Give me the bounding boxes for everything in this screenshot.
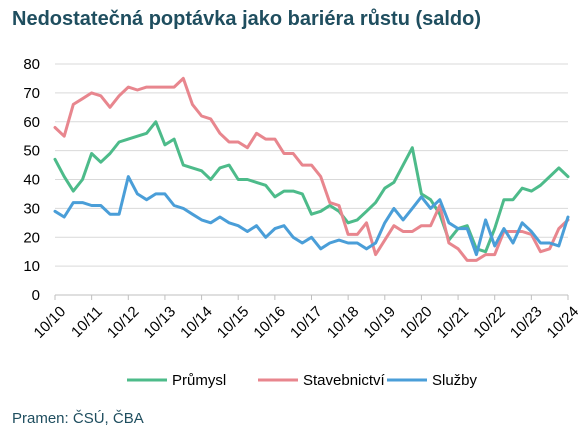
series-lines [53,76,570,262]
series-line-průmysl [53,120,570,254]
y-axis-ticks: 0 10 20 30 40 50 60 70 80 [23,56,40,304]
y-tick-label: 20 [23,229,40,246]
x-tick-label: 10/15 [214,303,253,342]
y-tick-label: 80 [23,56,40,73]
x-tick-label: 10/14 [177,303,216,342]
series-line-stavebnictví [53,76,570,262]
x-tick-label: 10/22 [470,303,509,342]
y-tick-label: 70 [23,85,40,102]
y-tick-label: 40 [23,172,40,189]
x-tick-label: 10/19 [360,303,399,342]
x-tick-label: 10/23 [507,303,546,342]
y-tick-label: 50 [23,143,40,160]
y-tick-label: 60 [23,114,40,131]
legend-label: Stavebnictví [303,372,386,389]
source-note: Pramen: ČSÚ, ČBA [12,410,144,427]
legend: Průmysl Stavebnictví Služby [127,372,478,389]
x-axis-ticks: 10/1010/1110/1210/1310/1410/1510/1610/17… [31,295,579,342]
series-line-služby [53,175,570,257]
x-tick-label: 10/11 [68,303,106,341]
x-tick-label: 10/20 [397,303,436,342]
x-tick-label: 10/12 [104,303,143,342]
x-tick-label: 10/13 [141,303,180,342]
x-tick-label: 10/10 [31,303,70,342]
legend-label: Průmysl [172,372,226,389]
y-tick-label: 30 [23,200,40,217]
x-tick-label: 10/21 [434,303,473,342]
chart-title: Nedostatečná poptávka jako bariéra růstu… [12,8,482,30]
y-tick-label: 10 [23,258,40,275]
x-tick-label: 10/18 [324,303,363,342]
x-tick-label: 10/24 [544,303,579,342]
x-tick-label: 10/17 [287,303,326,342]
x-tick-label: 10/16 [250,303,289,342]
legend-label: Služby [432,372,478,389]
y-tick-label: 0 [32,287,40,304]
